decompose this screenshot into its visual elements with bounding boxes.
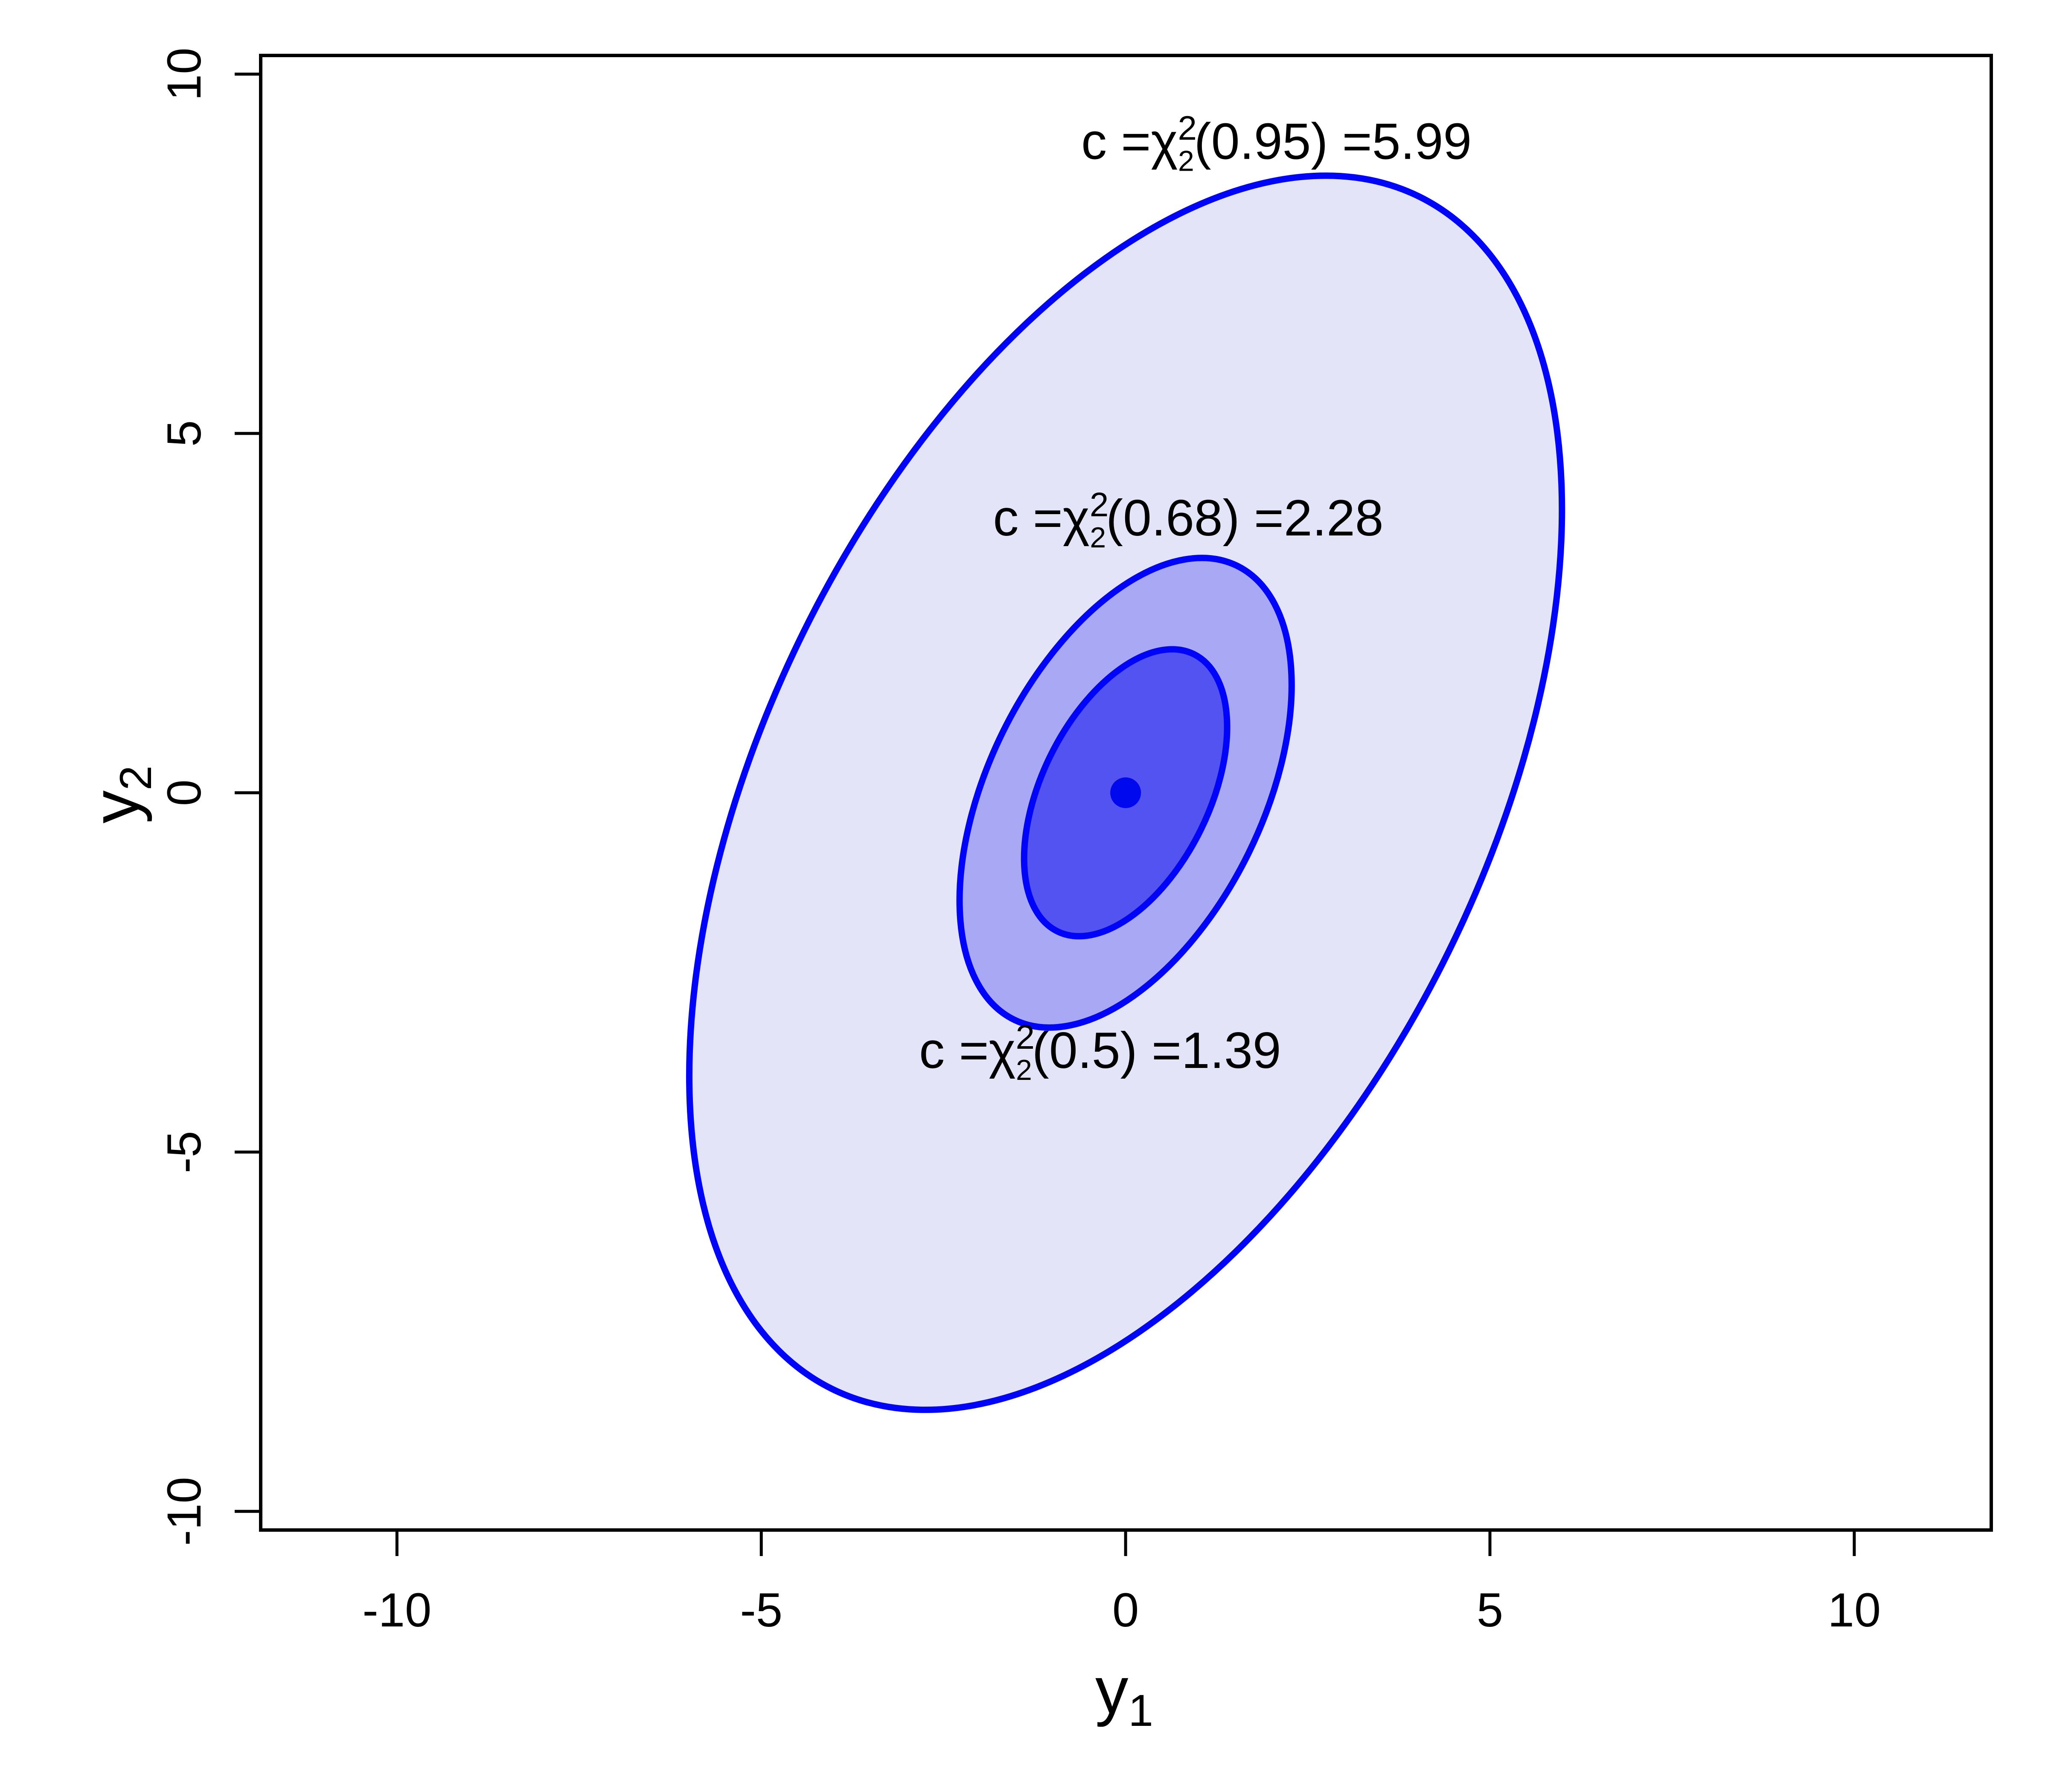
y-axis-title: y2 [79, 765, 161, 823]
x-axis-title-base: y [1095, 1653, 1129, 1727]
ellipse-annotation-68: c =χ2 2(0.68) =2.28 [993, 486, 1383, 554]
ellipse-annotation-50: c =χ2 2(0.5) =1.39 [919, 1018, 1281, 1086]
x-axis-title: y1 [1095, 1653, 1153, 1736]
annotation-prefix: c =χ [919, 1022, 1015, 1079]
chi-superscript: 2 [1090, 486, 1109, 524]
annotation-suffix: (0.5) =1.39 [1032, 1022, 1281, 1079]
chi-subscript: 2 [1178, 145, 1194, 177]
x-tick-label: 10 [1828, 1583, 1881, 1637]
x-tick-label: -5 [740, 1583, 783, 1637]
center-point [1110, 777, 1141, 808]
chi-subscript: 2 [1090, 521, 1106, 554]
shapes-layer [235, 54, 1993, 1556]
y-axis-title-subscript: 2 [111, 765, 161, 790]
y-axis-title-base: y [79, 790, 152, 823]
chi-superscript: 2 [1016, 1018, 1035, 1056]
tick-labels-layer: -10 -5 0 5 10 -10 -5 0 5 10 [157, 48, 1881, 1637]
y-tick-label: -10 [157, 1477, 211, 1546]
chi-subscript: 2 [1016, 1054, 1032, 1086]
ellipse-annotation-95: c =χ2 2(0.95) =5.99 [1081, 109, 1472, 177]
annotation-prefix: c =χ [1081, 113, 1178, 170]
chi-superscript: 2 [1178, 109, 1197, 147]
annotation-prefix: c =χ [993, 489, 1089, 547]
x-tick-label: 5 [1477, 1583, 1503, 1637]
y-tick-label: -5 [157, 1131, 211, 1173]
y-tick-label: 0 [157, 780, 211, 806]
y-tick-label: 5 [157, 420, 211, 447]
x-tick-label: -10 [362, 1583, 431, 1637]
y-tick-label: 10 [157, 48, 211, 101]
x-tick-label: 0 [1112, 1583, 1139, 1637]
annotation-suffix: (0.68) =2.28 [1106, 489, 1383, 547]
annotation-suffix: (0.95) =5.99 [1194, 113, 1472, 170]
x-axis-title-subscript: 1 [1129, 1686, 1153, 1736]
